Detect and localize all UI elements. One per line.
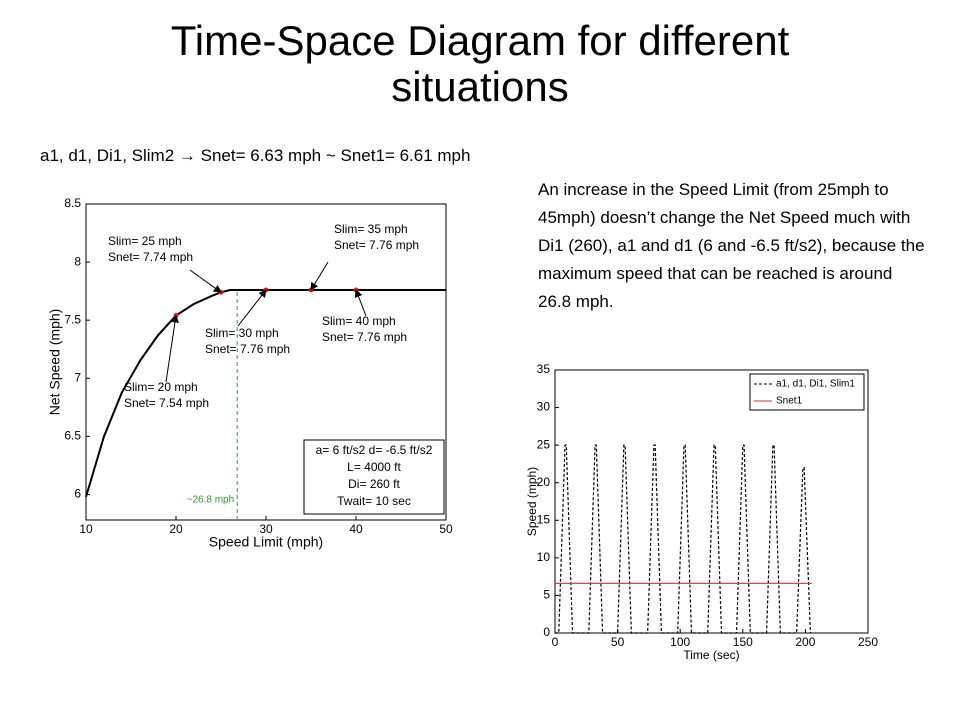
x-tick-label: 40 <box>349 522 363 536</box>
slide-note: An increase in the Speed Limit (from 25m… <box>538 180 925 311</box>
x-tick-label: 50 <box>611 635 625 649</box>
legend-label: a1, d1, Di1, Slim1 <box>776 379 855 390</box>
annotation: Snet= 7.76 mph <box>334 238 419 252</box>
x-tick-label: 30 <box>259 522 273 536</box>
x-tick-label: 200 <box>795 635 815 649</box>
y-tick-label: 35 <box>537 362 551 376</box>
x-axis-label: Time (sec) <box>683 648 739 662</box>
annotation-arrow <box>189 269 222 293</box>
annotation-arrow <box>237 289 267 327</box>
slide-title: Time-Space Diagram for different situati… <box>170 17 790 110</box>
y-tick-label: 7.5 <box>64 312 81 326</box>
legend-box <box>749 373 865 411</box>
x-tick-label: 10 <box>79 522 93 536</box>
info-line: L= 4000 ft <box>347 460 401 474</box>
y-tick-label: 6 <box>74 487 81 501</box>
y-tick-label: 30 <box>537 400 551 414</box>
series-line <box>85 288 446 498</box>
annotation: Slim= 40 mph <box>322 314 396 328</box>
y-tick-label: 7 <box>74 370 81 384</box>
info-box <box>303 439 445 515</box>
annotation: Snet= 7.74 mph <box>108 250 193 264</box>
y-tick-label: 25 <box>537 437 551 451</box>
y-tick-label: 15 <box>537 512 551 526</box>
annotation-arrow <box>354 289 367 317</box>
annotation-arrow <box>165 314 179 383</box>
x-tick-label: 100 <box>670 635 690 649</box>
x-tick-label: 250 <box>858 635 878 649</box>
x-tick-label: 150 <box>733 635 753 649</box>
y-tick-label: 5 <box>543 588 550 602</box>
legend-label: Snet1 <box>776 396 803 407</box>
info-line: Di= 260 ft <box>348 477 400 491</box>
plot-frame <box>554 369 869 634</box>
x-tick-label: 0 <box>552 635 559 649</box>
y-axis-label: Speed (mph) <box>525 467 539 536</box>
series-line <box>555 444 812 634</box>
y-tick-label: 8.5 <box>64 196 81 210</box>
x-tick-label: 50 <box>439 522 453 536</box>
y-tick-label: 8 <box>74 254 81 268</box>
annotation: Snet= 7.76 mph <box>322 330 407 344</box>
annotation: Slim= 30 mph <box>205 326 279 340</box>
annotation: Slim= 20 mph <box>124 380 198 394</box>
annotation: Snet= 7.54 mph <box>124 396 209 410</box>
y-tick-label: 0 <box>543 625 550 639</box>
y-tick-label: 10 <box>537 550 551 564</box>
annotation: Snet= 7.76 mph <box>205 342 290 356</box>
y-tick-label: 6.5 <box>64 429 81 443</box>
annotation: Slim= 35 mph <box>334 222 408 236</box>
reference-label: ~26.8 mph <box>187 495 235 506</box>
x-tick-label: 20 <box>169 522 183 536</box>
y-axis-label: Net Speed (mph) <box>47 309 63 416</box>
slide-subtitle: a1, d1, Di1, Slim2 → Snet= 6.63 mph ~ Sn… <box>40 146 471 165</box>
info-line: a= 6 ft/s2 d= -6.5 ft/s2 <box>316 443 433 457</box>
x-axis-label: Speed Limit (mph) <box>209 534 323 550</box>
annotation: Slim= 25 mph <box>108 234 182 248</box>
y-tick-label: 20 <box>537 475 551 489</box>
info-line: Twait= 10 sec <box>337 494 411 508</box>
annotation-arrow <box>310 261 329 291</box>
